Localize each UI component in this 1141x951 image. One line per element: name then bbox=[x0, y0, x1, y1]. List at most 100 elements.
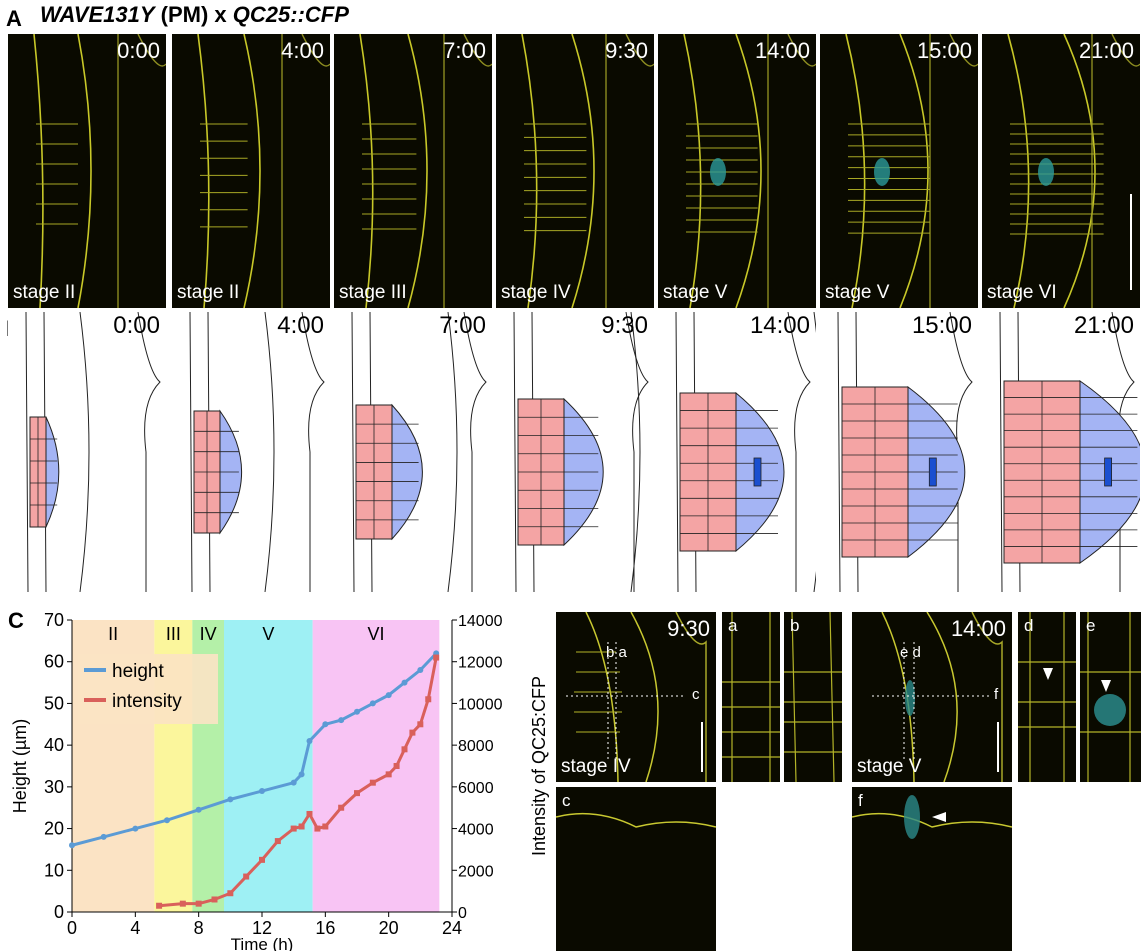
frame-a-stage-5: stage V bbox=[825, 282, 890, 303]
frame-a-stage-3: stage IV bbox=[501, 282, 571, 303]
frame-a-stage-4: stage V bbox=[663, 282, 728, 303]
sketch-b-5: 15:00 bbox=[820, 312, 978, 592]
sketch-b-image-6 bbox=[999, 312, 1140, 592]
frame-a-image-2 bbox=[359, 34, 492, 308]
point-intensity-3 bbox=[211, 896, 218, 903]
x-tick-label-3: 12 bbox=[252, 918, 272, 938]
sketch-b-time-3: 9:30 bbox=[601, 312, 648, 339]
point-intensity-11 bbox=[314, 825, 321, 832]
point-height-3 bbox=[164, 817, 170, 824]
sketch-b-time-2: 7:00 bbox=[439, 312, 486, 339]
panel-e-time: 14:00 bbox=[950, 616, 1006, 641]
point-intensity-7 bbox=[274, 838, 281, 845]
sketch-b-image-5 bbox=[837, 312, 973, 592]
point-height-1 bbox=[100, 833, 107, 840]
panel-d-a: a bbox=[722, 612, 780, 782]
panel-d-image bbox=[566, 612, 707, 782]
y2-tick-label-3: 6000 bbox=[458, 780, 494, 797]
panel-e-label-ed: e d bbox=[900, 644, 921, 661]
panel-e-label-f: f bbox=[994, 686, 999, 703]
frame-a-image-6 bbox=[1007, 34, 1140, 308]
x-axis-label: Time (h) bbox=[231, 935, 294, 951]
point-intensity-5 bbox=[243, 873, 250, 880]
point-height-16 bbox=[417, 667, 424, 674]
point-intensity-16 bbox=[385, 771, 392, 778]
point-height-11 bbox=[338, 717, 345, 724]
point-intensity-20 bbox=[417, 721, 424, 728]
point-intensity-17 bbox=[393, 763, 400, 769]
stage-label-2: IV bbox=[200, 624, 217, 644]
sketch-b-time-5: 15:00 bbox=[911, 312, 972, 339]
sketch-b-time-4: 14:00 bbox=[749, 312, 810, 339]
sketch-b-4: 14:00 bbox=[658, 312, 816, 592]
stage-label-4: VI bbox=[367, 624, 384, 644]
point-intensity-22 bbox=[433, 654, 440, 661]
frame-a-stage-2: stage III bbox=[339, 282, 407, 303]
stage-label-3: V bbox=[262, 624, 274, 644]
panel-d-a-image bbox=[722, 612, 780, 782]
y-tick-label-1: 10 bbox=[44, 860, 64, 880]
point-intensity-15 bbox=[369, 779, 376, 786]
panel-d-c-image bbox=[556, 812, 716, 828]
panel-e-d-image bbox=[1018, 612, 1076, 782]
panel-a-letter: A bbox=[6, 6, 22, 31]
panel-e-image bbox=[872, 612, 1003, 782]
sketch-b-image-0 bbox=[25, 312, 161, 592]
sketch-b-time-1: 4:00 bbox=[277, 312, 324, 339]
frame-a-image-1 bbox=[197, 34, 330, 308]
panel-c-letter: C bbox=[8, 608, 24, 633]
point-intensity-19 bbox=[409, 729, 416, 736]
sketch-b-3: 9:30 bbox=[496, 312, 654, 592]
point-height-14 bbox=[385, 692, 392, 699]
stage-band-3 bbox=[224, 620, 313, 912]
frame-a-image-5 bbox=[845, 34, 978, 308]
panel-e-stage: stage V bbox=[857, 756, 922, 777]
y2-tick-label-1: 2000 bbox=[458, 863, 494, 880]
point-intensity-4 bbox=[227, 890, 234, 897]
point-height-12 bbox=[354, 708, 360, 715]
frame-a-stage-6: stage VI bbox=[987, 282, 1057, 303]
y2-tick-label-7: 14000 bbox=[458, 613, 503, 630]
frame-a-3: 9:30 stage IV bbox=[496, 34, 654, 308]
frame-a-image-3 bbox=[521, 34, 654, 308]
point-height-13 bbox=[369, 700, 376, 707]
point-intensity-2 bbox=[195, 900, 202, 907]
y-tick-label-2: 20 bbox=[44, 819, 64, 839]
point-intensity-1 bbox=[179, 900, 186, 907]
y-tick-label-5: 50 bbox=[44, 693, 64, 713]
panel-c-chart: II III IV V VI0 4 8 12 16 20 240102030405060700200… bbox=[10, 610, 549, 951]
point-intensity-10 bbox=[306, 810, 313, 817]
panel-d-a-label: a bbox=[728, 616, 738, 635]
panel-e-d-label: d bbox=[1024, 616, 1034, 635]
stage-band-4 bbox=[312, 620, 440, 912]
frame-a-time-5: 15:00 bbox=[916, 38, 972, 63]
scale-bar bbox=[1130, 194, 1132, 290]
point-height-15 bbox=[401, 679, 408, 686]
panel-d-stage: stage IV bbox=[561, 756, 631, 777]
y-tick-label-4: 40 bbox=[44, 735, 64, 755]
series-line-height bbox=[71, 652, 438, 847]
frame-a-2: 7:00 stage III bbox=[334, 34, 492, 308]
y-axis-label: Height (µm) bbox=[10, 719, 30, 813]
x-tick-label-2: 8 bbox=[194, 918, 204, 938]
y-tick-label-7: 70 bbox=[44, 610, 64, 630]
frame-a-time-0: 0:00 bbox=[117, 38, 160, 63]
frame-a-time-2: 7:00 bbox=[443, 38, 486, 63]
panel-d-label-ba: b a bbox=[606, 644, 627, 661]
panel-d-label-c: c bbox=[692, 686, 700, 703]
title-wave: WAVE131Y bbox=[40, 2, 155, 27]
frame-a-image-0 bbox=[33, 34, 166, 308]
y2-axis-label: Intensity of QC25:CFP bbox=[529, 676, 549, 856]
panel-d-b-label: b bbox=[790, 616, 800, 635]
panel-e-e-image bbox=[1080, 612, 1141, 782]
stage-label-1: III bbox=[166, 624, 181, 644]
point-intensity-14 bbox=[354, 790, 360, 797]
sketch-b-image-2 bbox=[351, 312, 487, 592]
x-tick-label-4: 16 bbox=[315, 918, 335, 938]
y2-tick-label-6: 12000 bbox=[458, 655, 503, 672]
point-height-8 bbox=[298, 771, 305, 778]
panel-e-e: e bbox=[1080, 612, 1141, 782]
panel-d-time: 9:30 bbox=[667, 616, 710, 641]
point-intensity-18 bbox=[401, 746, 408, 753]
frame-a-time-1: 4:00 bbox=[281, 38, 324, 63]
